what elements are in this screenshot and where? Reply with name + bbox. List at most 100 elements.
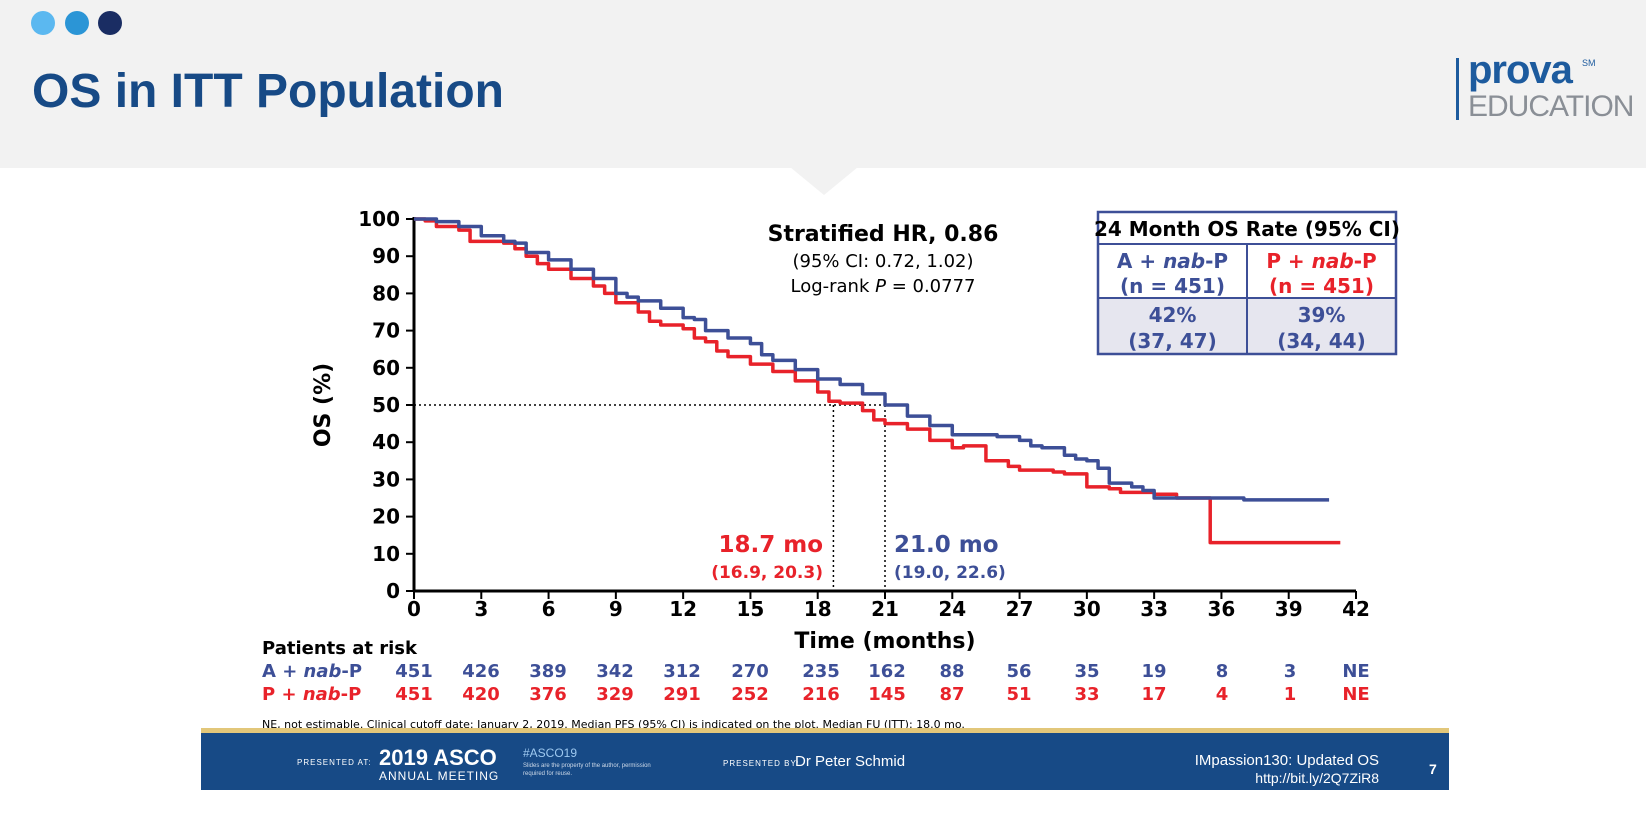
header-dot-mid xyxy=(65,11,89,35)
x-tick-label: 33 xyxy=(1140,597,1168,621)
hashtag: #ASCO19 xyxy=(523,746,578,760)
at-risk-row-label: A + nab-P xyxy=(262,661,362,682)
y-tick-label: 30 xyxy=(372,467,400,491)
slide-title: OS in ITT Population xyxy=(32,65,504,118)
logo-bar xyxy=(1456,58,1459,120)
slide-footer: PRESENTED AT: 2019 ASCO ANNUAL MEETING #… xyxy=(201,733,1449,790)
at-risk-value: 451 xyxy=(395,684,433,705)
at-risk-row-label: P + nab-P xyxy=(262,684,361,705)
red-median-label: 18.7 mo xyxy=(718,532,823,558)
at-risk-value: NE xyxy=(1342,661,1369,682)
at-risk-value: 8 xyxy=(1216,661,1229,682)
x-tick-label: 42 xyxy=(1342,597,1370,621)
at-risk-value: 56 xyxy=(1006,661,1031,682)
footnote: NE, not estimable. Clinical cutoff date:… xyxy=(262,718,965,731)
at-risk-value: 3 xyxy=(1284,661,1297,682)
rate-table-value-a-nab-p: 42% xyxy=(1149,303,1197,327)
y-tick-label: 100 xyxy=(358,207,400,231)
annual-meeting-text: ANNUAL MEETING xyxy=(379,769,500,783)
slide-header xyxy=(0,0,1646,168)
at-risk-value: 88 xyxy=(939,661,964,682)
y-axis-label: OS (%) xyxy=(311,363,336,447)
study-link[interactable]: http://bit.ly/2Q7ZiR8 xyxy=(1255,770,1379,786)
header-dot-dark xyxy=(98,11,122,35)
at-risk-value: 389 xyxy=(529,661,567,682)
at-risk-value: 33 xyxy=(1074,684,1099,705)
y-tick-label: 20 xyxy=(372,505,400,529)
x-tick-label: 6 xyxy=(542,597,556,621)
y-tick-label: 10 xyxy=(372,542,400,566)
x-tick-label: 18 xyxy=(804,597,832,621)
at-risk-value: 162 xyxy=(868,661,906,682)
slides-property-note: Slides are the property of the author, p… xyxy=(523,763,651,777)
presenter-name: Dr Peter Schmid xyxy=(795,753,906,770)
x-tick-label: 36 xyxy=(1208,597,1236,621)
at-risk-value: 1 xyxy=(1284,684,1297,705)
y-tick-label: 0 xyxy=(386,579,400,603)
y-tick-label: 40 xyxy=(372,430,400,454)
rate-table-ci-p-nab-p: (34, 44) xyxy=(1277,329,1366,353)
at-risk-value: 235 xyxy=(802,661,840,682)
y-tick-label: 90 xyxy=(372,244,400,268)
at-risk-value: NE xyxy=(1342,684,1369,705)
asco-logo-text: 2019 ASCO xyxy=(379,745,497,770)
x-tick-label: 3 xyxy=(474,597,488,621)
at-risk-value: 312 xyxy=(663,661,701,682)
study-title: IMpassion130: Updated OS xyxy=(1194,752,1379,769)
y-tick-label: 60 xyxy=(372,356,400,380)
logrank-p-value: Log-rank P = 0.0777 xyxy=(790,276,975,297)
education-logo-text: EDUCATION xyxy=(1468,90,1634,123)
at-risk-value: 270 xyxy=(731,661,769,682)
header-dot-light xyxy=(31,11,55,35)
x-tick-label: 30 xyxy=(1073,597,1101,621)
at-risk-value: 51 xyxy=(1006,684,1031,705)
rate-table-ci-a-nab-p: (37, 47) xyxy=(1128,329,1217,353)
rate-table-n-a-nab-p: (n = 451) xyxy=(1120,274,1225,298)
rate-table-n-p-nab-p: (n = 451) xyxy=(1269,274,1374,298)
rate-table-value-p-nab-p: 39% xyxy=(1298,303,1346,327)
at-risk-value: 19 xyxy=(1141,661,1166,682)
hr-ci: (95% CI: 0.72, 1.02) xyxy=(792,251,973,272)
at-risk-value: 252 xyxy=(731,684,769,705)
at-risk-value: 451 xyxy=(395,661,433,682)
x-tick-label: 24 xyxy=(938,597,966,621)
y-tick-label: 80 xyxy=(372,281,400,305)
red-median-ci: (16.9, 20.3) xyxy=(711,563,823,583)
header-notch xyxy=(790,167,858,195)
at-risk-value: 420 xyxy=(462,684,500,705)
blue-median-ci: (19.0, 22.6) xyxy=(894,563,1006,583)
at-risk-value: 329 xyxy=(596,684,634,705)
y-tick-label: 70 xyxy=(372,319,400,343)
x-axis-label: Time (months) xyxy=(794,629,975,654)
at-risk-value: 35 xyxy=(1074,661,1099,682)
at-risk-value: 216 xyxy=(802,684,840,705)
presented-at-label: PRESENTED AT: xyxy=(297,758,372,767)
x-tick-label: 9 xyxy=(609,597,623,621)
at-risk-value: 4 xyxy=(1216,684,1229,705)
prova-logo: prova xyxy=(1468,48,1573,92)
at-risk-value: 145 xyxy=(868,684,906,705)
x-tick-label: 12 xyxy=(669,597,697,621)
series-line-a-nab-p xyxy=(414,217,1330,502)
slide-number: 7 xyxy=(1429,761,1437,777)
x-tick-label: 15 xyxy=(737,597,765,621)
at-risk-title: Patients at risk xyxy=(262,638,418,659)
x-tick-label: 21 xyxy=(871,597,899,621)
x-tick-label: 27 xyxy=(1006,597,1034,621)
hr-title: Stratified HR, 0.86 xyxy=(768,222,999,247)
logo-service-mark: SM xyxy=(1582,58,1596,68)
footer-rule xyxy=(201,728,1449,733)
at-risk-value: 342 xyxy=(596,661,634,682)
blue-median-label: 21.0 mo xyxy=(894,532,999,558)
presented-by-label: PRESENTED BY: xyxy=(723,759,800,768)
x-tick-label: 39 xyxy=(1275,597,1303,621)
y-tick-label: 50 xyxy=(372,393,400,417)
at-risk-value: 291 xyxy=(663,684,701,705)
rate-table-header-a-nab-p: A + nab-P xyxy=(1117,249,1228,273)
rate-table-title: 24 Month OS Rate (95% CI) xyxy=(1094,217,1400,241)
x-tick-label: 0 xyxy=(407,597,421,621)
at-risk-value: 17 xyxy=(1141,684,1166,705)
at-risk-value: 87 xyxy=(939,684,964,705)
at-risk-value: 426 xyxy=(462,661,500,682)
